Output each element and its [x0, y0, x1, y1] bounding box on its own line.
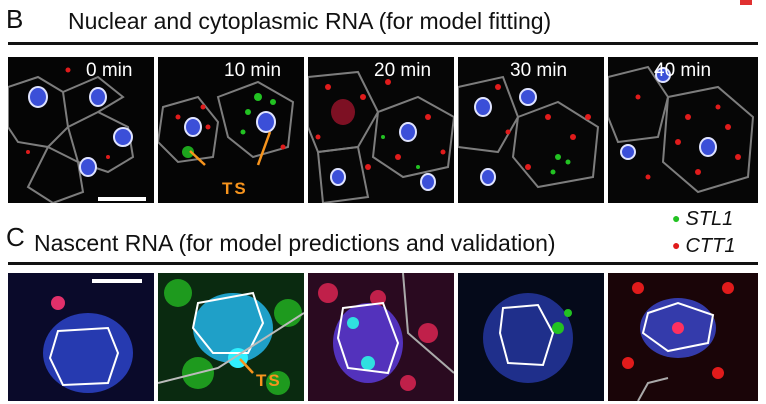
timepoint-label: 0 min [86, 60, 133, 81]
panel-b-letter: B [6, 4, 24, 34]
panel-c-image-1 [8, 273, 154, 401]
panel-c-image-5 [608, 273, 758, 401]
nascent-micrograph [8, 273, 154, 401]
timepoint-label: 20 min [374, 60, 432, 81]
ts-label: TS [256, 371, 282, 390]
panel-b-image-40min: 40 min [608, 57, 758, 203]
micrograph-40min [608, 57, 758, 203]
nascent-micrograph [458, 273, 604, 401]
scale-bar [92, 279, 142, 283]
panel-b-image-20min: 20 min [308, 57, 454, 203]
panel-c-rule [8, 262, 758, 265]
scale-bar [98, 197, 146, 201]
panel-b-title: Nuclear and cytoplasmic RNA (for model f… [68, 8, 552, 34]
timepoint-label: 40 min [654, 60, 712, 81]
panel-b-image-30min: 30 min [458, 57, 604, 203]
legend-label: CTT1 [685, 235, 736, 257]
micrograph-30min [458, 57, 604, 203]
legend-dot-green: ● [672, 210, 681, 226]
timepoint-label: 10 min [224, 60, 282, 81]
panel-b-image-10min: 10 min TS [158, 57, 304, 203]
nascent-micrograph [158, 273, 304, 401]
micrograph-10min [158, 57, 304, 203]
timepoint-label: 30 min [510, 60, 568, 81]
legend-dot-red: ● [672, 237, 681, 253]
corner-mark [740, 0, 752, 5]
legend-stl1: ● STL1 [672, 208, 733, 231]
micrograph-20min [308, 57, 454, 203]
panel-c-letter: C [6, 222, 25, 252]
panel-b-rule [8, 42, 758, 45]
nascent-micrograph [308, 273, 454, 401]
panel-c-title: Nascent RNA (for model predictions and v… [34, 230, 556, 256]
micrograph-0min [8, 57, 154, 203]
panel-c-image-2: TS [158, 273, 304, 401]
panel-c-image-3 [308, 273, 454, 401]
nascent-micrograph [608, 273, 758, 401]
panel-b-image-0min: 0 min [8, 57, 154, 203]
legend-label: STL1 [685, 208, 734, 230]
ts-label: TS [222, 179, 248, 198]
panel-c-image-4 [458, 273, 604, 401]
legend-ctt1: ● CTT1 [672, 235, 735, 258]
